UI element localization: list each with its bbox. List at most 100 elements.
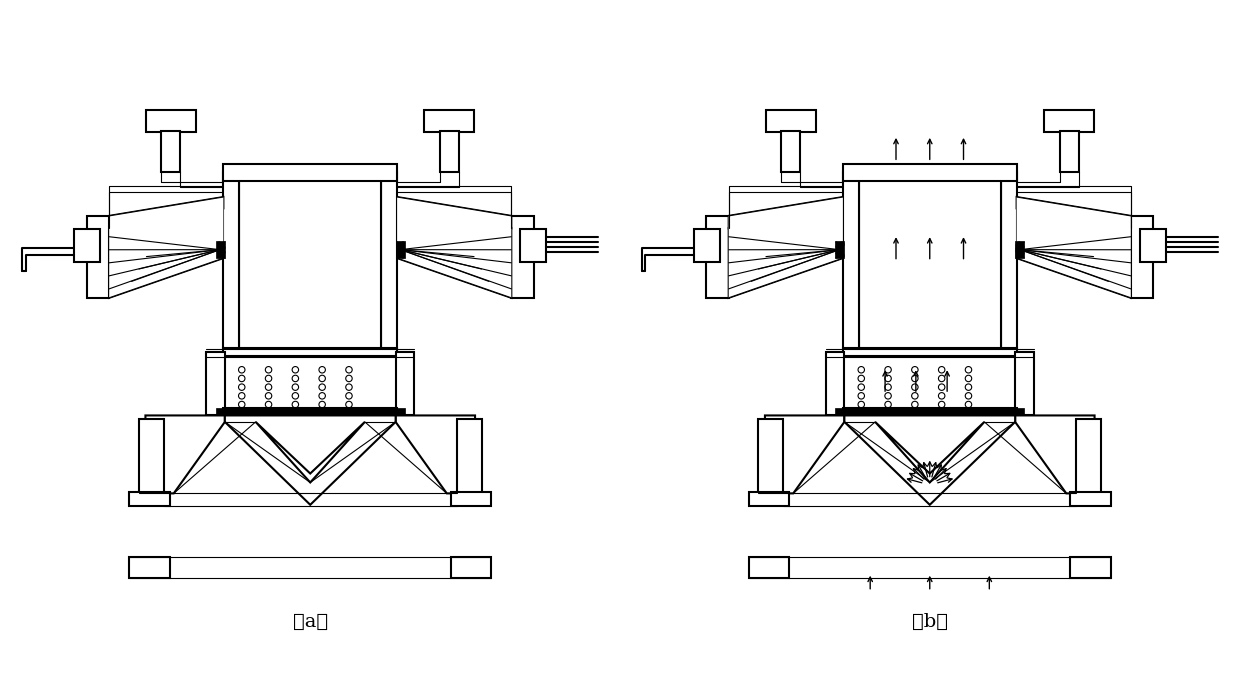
Bar xyxy=(424,110,474,133)
Bar xyxy=(843,165,1017,181)
Bar xyxy=(396,352,414,416)
Bar xyxy=(161,131,180,172)
Bar xyxy=(781,131,800,172)
Circle shape xyxy=(885,366,892,373)
Circle shape xyxy=(858,393,864,399)
Bar xyxy=(759,419,784,494)
Bar xyxy=(440,131,459,172)
Polygon shape xyxy=(145,416,224,494)
Polygon shape xyxy=(396,416,475,494)
Bar xyxy=(766,110,816,133)
Bar xyxy=(1070,557,1111,577)
Bar xyxy=(456,419,481,494)
Circle shape xyxy=(346,384,352,391)
Bar xyxy=(707,216,729,298)
Circle shape xyxy=(293,384,299,391)
Circle shape xyxy=(265,393,272,399)
Bar xyxy=(223,165,397,181)
Circle shape xyxy=(319,401,325,408)
Bar xyxy=(440,131,459,172)
Bar xyxy=(843,349,1017,357)
Bar xyxy=(858,171,1002,341)
Polygon shape xyxy=(729,197,843,228)
Circle shape xyxy=(911,393,918,399)
Bar xyxy=(1070,557,1111,577)
Polygon shape xyxy=(729,197,843,298)
Polygon shape xyxy=(844,416,1016,505)
Bar xyxy=(521,230,546,261)
Bar xyxy=(843,408,1017,416)
Bar xyxy=(1131,216,1153,298)
Bar xyxy=(223,408,397,416)
Polygon shape xyxy=(729,228,843,298)
Bar xyxy=(396,241,404,258)
Circle shape xyxy=(939,375,945,382)
Circle shape xyxy=(265,384,272,391)
Circle shape xyxy=(319,384,325,391)
Text: （a）: （a） xyxy=(293,613,327,632)
Bar xyxy=(223,172,239,349)
Bar xyxy=(1070,492,1111,506)
Circle shape xyxy=(238,401,246,408)
Bar xyxy=(129,492,170,506)
Polygon shape xyxy=(1017,228,1131,298)
Circle shape xyxy=(939,366,945,373)
Circle shape xyxy=(319,366,325,373)
Circle shape xyxy=(965,375,972,382)
Bar xyxy=(139,419,164,494)
Bar xyxy=(1044,110,1094,133)
Circle shape xyxy=(265,366,272,373)
Polygon shape xyxy=(396,416,475,494)
Polygon shape xyxy=(765,416,844,494)
Polygon shape xyxy=(729,228,843,298)
Circle shape xyxy=(885,375,892,382)
Polygon shape xyxy=(255,422,365,483)
Bar xyxy=(223,172,239,349)
Bar xyxy=(1001,172,1017,349)
Bar xyxy=(450,557,491,577)
Circle shape xyxy=(885,393,892,399)
Bar xyxy=(1001,172,1017,349)
Bar xyxy=(129,557,170,577)
Circle shape xyxy=(319,393,325,399)
Polygon shape xyxy=(1017,228,1131,298)
Circle shape xyxy=(939,401,945,408)
Polygon shape xyxy=(397,197,511,228)
Bar xyxy=(511,216,533,298)
Polygon shape xyxy=(397,197,511,298)
Bar xyxy=(694,230,719,261)
Polygon shape xyxy=(1017,197,1131,228)
Bar xyxy=(223,349,397,357)
Circle shape xyxy=(265,375,272,382)
Bar xyxy=(450,492,491,506)
Bar xyxy=(1016,241,1024,258)
Polygon shape xyxy=(875,422,985,483)
Polygon shape xyxy=(109,228,223,298)
Bar xyxy=(381,172,397,349)
Circle shape xyxy=(885,384,892,391)
Bar xyxy=(836,408,848,416)
Bar xyxy=(843,165,1017,181)
Bar xyxy=(396,352,414,416)
Bar xyxy=(1076,419,1101,494)
Bar xyxy=(223,349,397,357)
Circle shape xyxy=(238,375,246,382)
Bar xyxy=(146,110,196,133)
Polygon shape xyxy=(1016,416,1095,494)
Circle shape xyxy=(293,366,299,373)
Polygon shape xyxy=(224,416,396,505)
Circle shape xyxy=(965,393,972,399)
Circle shape xyxy=(238,393,246,399)
Bar xyxy=(1140,230,1166,261)
Circle shape xyxy=(911,366,918,373)
Bar xyxy=(74,230,100,261)
Circle shape xyxy=(238,366,246,373)
Circle shape xyxy=(319,375,325,382)
Polygon shape xyxy=(109,228,223,298)
Circle shape xyxy=(911,375,918,382)
Polygon shape xyxy=(1017,197,1131,298)
Bar xyxy=(392,408,404,416)
Polygon shape xyxy=(145,416,224,494)
Bar xyxy=(694,230,719,261)
Bar xyxy=(1060,131,1079,172)
